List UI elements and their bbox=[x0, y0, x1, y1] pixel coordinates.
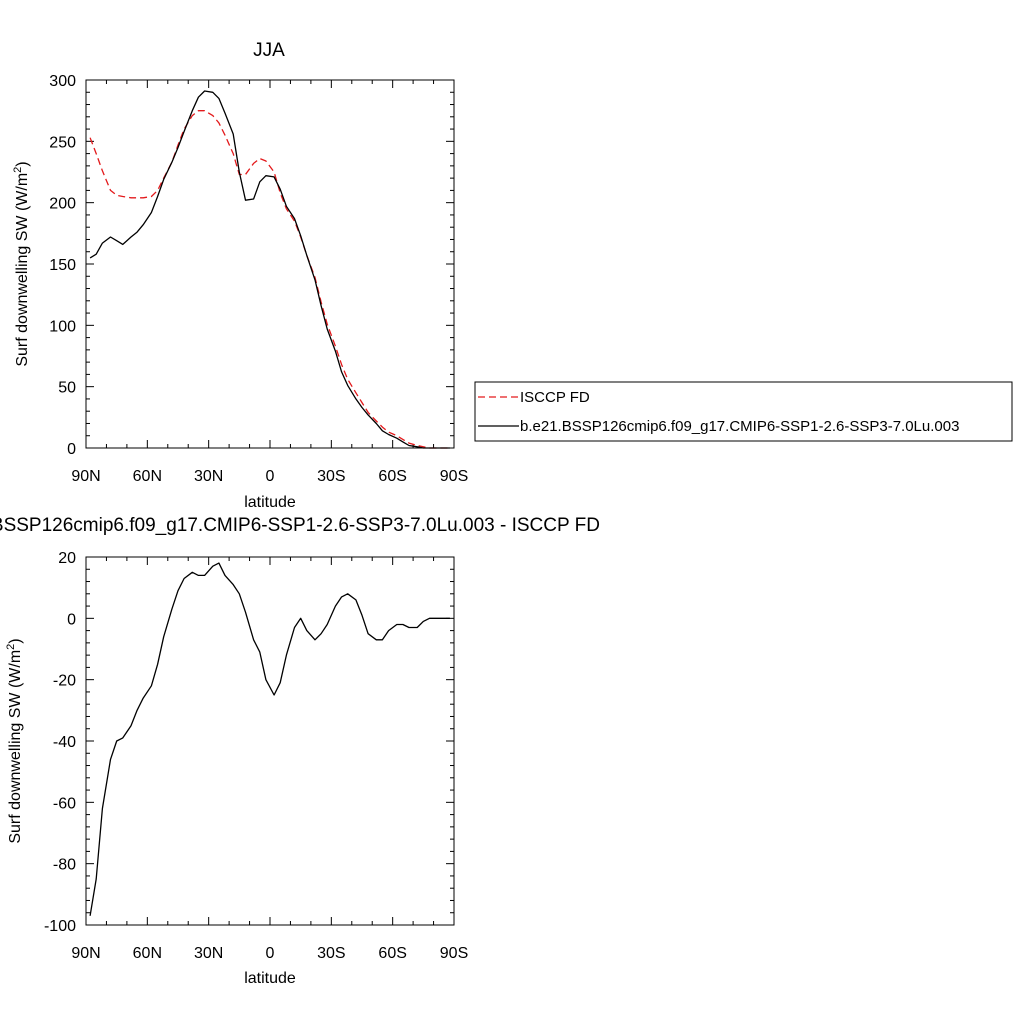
top-series-lines bbox=[89, 90, 450, 449]
bottom-chart-title: b.e21.BSSP126cmip6.f09_g17.CMIP6-SSP1-2.… bbox=[0, 515, 600, 536]
y-tick-label: 50 bbox=[58, 380, 76, 397]
top-x-tick-labels: 90N 60N 30N 0 30S 60S 90S bbox=[71, 468, 468, 485]
legend-label-model: b.e21.BSSP126cmip6.f09_g17.CMIP6-SSP1-2.… bbox=[520, 418, 959, 435]
y-tick-label: 150 bbox=[49, 257, 76, 274]
top-x-axis-title: latitude bbox=[244, 494, 296, 511]
top-y-axis-title-close: ) bbox=[14, 161, 31, 166]
bottom-x-axis-title: latitude bbox=[244, 970, 296, 987]
bottom-panel: b.e21.BSSP126cmip6.f09_g17.CMIP6-SSP1-2.… bbox=[0, 515, 600, 987]
top-chart-title: JJA bbox=[253, 40, 285, 61]
legend-label-isccp: ISCCP FD bbox=[520, 389, 590, 406]
series-line-isccp bbox=[89, 110, 450, 449]
y-tick-label: 20 bbox=[58, 550, 76, 567]
bottom-y-tick-labels: -100 -80 -60 -40 -20 0 20 bbox=[44, 550, 76, 935]
bottom-y-axis-title: Surf downwelling SW (W/m2) bbox=[5, 638, 24, 843]
bottom-y-axis-title-close: ) bbox=[7, 638, 24, 643]
y-tick-label: 300 bbox=[49, 73, 76, 90]
bottom-series-lines bbox=[89, 562, 450, 916]
x-tick-label: 60N bbox=[133, 468, 162, 485]
bottom-y-axis-title-main: Surf downwelling SW (W/m bbox=[7, 650, 24, 844]
x-tick-label: 30N bbox=[194, 945, 223, 962]
y-tick-label: -60 bbox=[53, 795, 76, 812]
y-tick-label: -20 bbox=[53, 673, 76, 690]
top-y-axis-title-sup: 2 bbox=[12, 167, 24, 173]
x-tick-label: 60N bbox=[133, 945, 162, 962]
bottom-axis-ticks bbox=[85, 556, 455, 926]
top-plot-frame bbox=[85, 79, 455, 449]
x-tick-label: 90S bbox=[440, 468, 468, 485]
y-tick-label: -80 bbox=[53, 857, 76, 874]
top-y-tick-labels: 0 50 100 150 200 250 300 bbox=[49, 73, 76, 458]
x-tick-label: 90N bbox=[71, 468, 100, 485]
y-tick-label: 250 bbox=[49, 134, 76, 151]
x-tick-label: 90S bbox=[440, 945, 468, 962]
legend-box bbox=[474, 381, 1013, 442]
bottom-plot-frame bbox=[85, 556, 455, 926]
y-tick-label: 200 bbox=[49, 196, 76, 213]
y-tick-label: 100 bbox=[49, 318, 76, 335]
y-tick-label: 0 bbox=[67, 441, 76, 458]
x-tick-label: 90N bbox=[71, 945, 100, 962]
series-line-difference bbox=[89, 562, 450, 916]
x-tick-label: 0 bbox=[266, 945, 275, 962]
top-y-axis-title-main: Surf downwelling SW (W/m bbox=[14, 173, 31, 367]
legend: ISCCP FD b.e21.BSSP126cmip6.f09_g17.CMIP… bbox=[474, 381, 1013, 442]
y-tick-label: -100 bbox=[44, 918, 76, 935]
x-tick-label: 60S bbox=[378, 468, 406, 485]
x-tick-label: 0 bbox=[266, 468, 275, 485]
top-axis-ticks bbox=[85, 79, 455, 449]
top-y-axis-title: Surf downwelling SW (W/m2) bbox=[12, 161, 31, 366]
x-tick-label: 30S bbox=[317, 945, 345, 962]
series-line-model bbox=[89, 90, 450, 449]
bottom-x-tick-labels: 90N 60N 30N 0 30S 60S 90S bbox=[71, 945, 468, 962]
y-tick-label: 0 bbox=[67, 611, 76, 628]
x-tick-label: 30N bbox=[194, 468, 223, 485]
x-tick-label: 30S bbox=[317, 468, 345, 485]
x-tick-label: 60S bbox=[378, 945, 406, 962]
bottom-y-axis-title-sup: 2 bbox=[5, 644, 17, 650]
y-tick-label: -40 bbox=[53, 734, 76, 751]
